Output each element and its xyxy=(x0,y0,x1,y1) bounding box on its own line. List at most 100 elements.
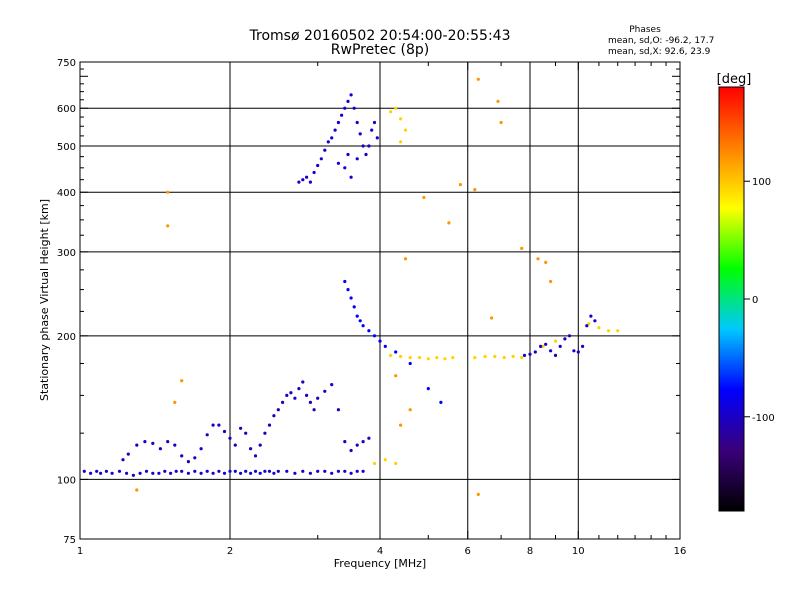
data-point xyxy=(180,379,184,383)
x-axis-label: Frequency [MHz] xyxy=(334,557,426,570)
data-point xyxy=(346,288,350,292)
data-point xyxy=(323,389,327,393)
gridlines xyxy=(80,62,680,539)
data-point xyxy=(349,296,353,300)
data-point xyxy=(126,452,130,456)
data-point xyxy=(572,349,576,353)
x-tick-label: 4 xyxy=(377,546,383,557)
data-point xyxy=(399,354,403,359)
data-point xyxy=(301,178,305,182)
data-point xyxy=(276,469,280,473)
data-point xyxy=(330,136,334,140)
data-point xyxy=(205,469,209,473)
colorbar-label: [deg] xyxy=(717,72,752,87)
data-point xyxy=(239,426,243,430)
data-point xyxy=(343,440,347,444)
y-tick-label: 750 xyxy=(57,58,76,69)
x-tick-label: 8 xyxy=(527,546,533,557)
x-tick-label: 6 xyxy=(465,546,471,557)
data-point xyxy=(157,471,161,475)
data-point xyxy=(375,136,379,140)
data-point xyxy=(361,144,365,148)
data-point xyxy=(499,120,503,125)
data-point xyxy=(143,440,147,444)
data-point xyxy=(193,456,197,460)
data-point xyxy=(319,157,323,161)
data-point xyxy=(439,400,443,404)
data-point xyxy=(408,361,412,366)
data-point xyxy=(293,471,297,475)
data-point xyxy=(293,396,297,400)
data-point xyxy=(258,443,262,447)
data-point xyxy=(597,326,601,330)
y-tick-label: 500 xyxy=(57,142,76,153)
data-point xyxy=(358,132,362,136)
data-point xyxy=(358,319,362,323)
data-point xyxy=(131,473,135,477)
data-point xyxy=(305,393,309,397)
data-point xyxy=(372,334,377,338)
data-point xyxy=(95,469,99,473)
data-point xyxy=(585,324,589,328)
x-tick-label: 2 xyxy=(227,546,233,557)
colorbar: [deg] 100 0 -100 xyxy=(717,72,775,512)
data-point xyxy=(422,195,426,200)
data-point xyxy=(166,440,170,444)
data-point xyxy=(316,163,320,168)
data-point xyxy=(349,93,353,97)
data-point xyxy=(263,431,267,435)
data-point xyxy=(352,305,356,309)
data-point xyxy=(121,458,125,462)
data-point xyxy=(567,334,572,338)
data-point xyxy=(426,387,430,391)
data-point xyxy=(533,350,537,354)
data-point xyxy=(267,423,272,427)
data-point xyxy=(253,469,258,473)
data-point xyxy=(285,469,289,473)
data-point xyxy=(511,354,515,359)
data-point xyxy=(244,469,248,473)
data-point xyxy=(343,279,347,284)
data-point xyxy=(253,454,258,458)
data-point xyxy=(193,469,197,473)
data-point xyxy=(244,431,248,435)
x-tick-label: 16 xyxy=(674,546,687,557)
data-point xyxy=(326,140,330,144)
data-point xyxy=(125,471,129,475)
data-point xyxy=(383,344,387,348)
data-point xyxy=(180,469,184,473)
data-point xyxy=(483,354,487,359)
data-point xyxy=(606,329,611,333)
data-point xyxy=(346,152,350,157)
data-point xyxy=(616,329,620,333)
data-point xyxy=(135,488,139,492)
data-point xyxy=(104,469,108,473)
data-point xyxy=(99,471,103,475)
data-point xyxy=(228,436,232,440)
data-point xyxy=(372,120,377,125)
data-point xyxy=(343,106,347,110)
data-point xyxy=(389,353,393,357)
colorbar-tick-label: -100 xyxy=(752,413,775,424)
data-point xyxy=(496,99,500,103)
data-point xyxy=(349,175,353,179)
data-point xyxy=(82,469,86,473)
data-point xyxy=(199,471,203,475)
y-tick-label: 400 xyxy=(57,188,76,199)
data-point xyxy=(476,77,480,81)
stats-line-x: mean, sd,X: 92.6, 23.9 xyxy=(608,47,711,57)
data-point xyxy=(289,391,293,395)
data-point xyxy=(587,322,591,326)
plot-area: 1 2 4 6 8 10 16 75 100 200 300 400 500 600 750 xyxy=(57,58,686,557)
data-point xyxy=(553,353,558,357)
data-point xyxy=(520,356,524,360)
data-point xyxy=(372,461,377,466)
data-point xyxy=(158,447,162,451)
data-point xyxy=(233,443,237,447)
data-point xyxy=(336,408,340,412)
axis-ticks: 1 2 4 6 8 10 16 75 100 200 300 400 500 600 750 xyxy=(57,58,686,557)
data-point xyxy=(541,344,545,348)
data-point xyxy=(451,356,455,360)
data-point xyxy=(166,190,170,194)
